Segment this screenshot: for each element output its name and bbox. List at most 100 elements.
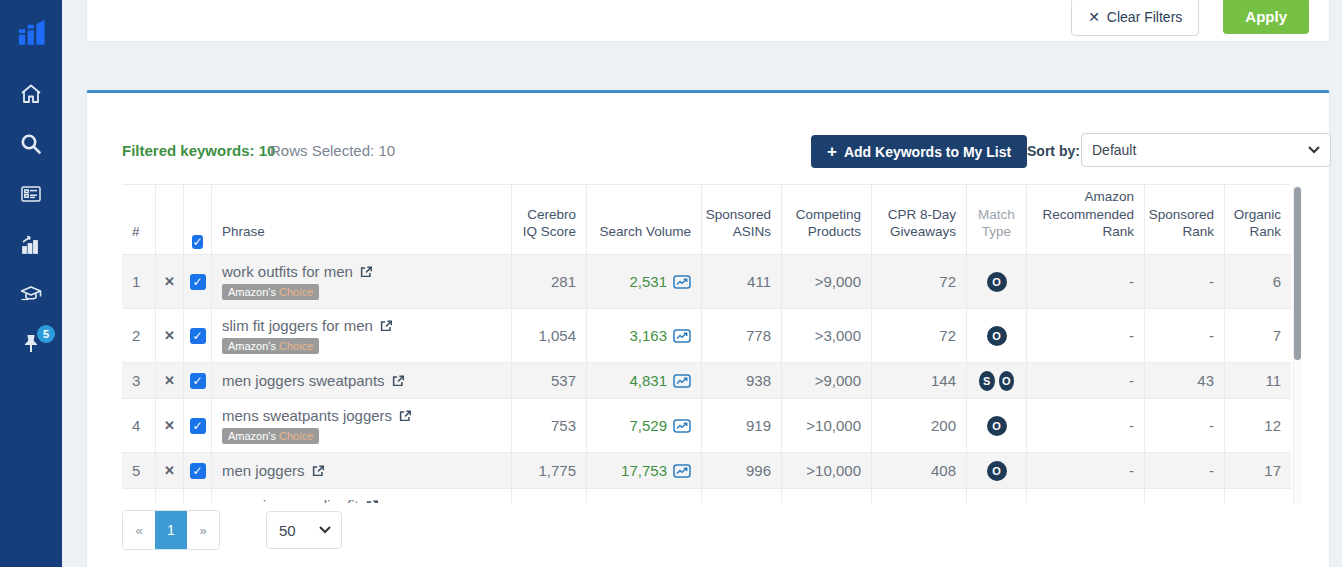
amazon-recommended-rank: - [1027, 255, 1145, 308]
external-link-icon[interactable] [391, 374, 405, 388]
column-header: CPR 8-Day Giveaways [872, 185, 967, 254]
table-row: 4✕✓mens sweatpants joggersAmazon's Choic… [122, 399, 1291, 453]
current-page-button[interactable]: 1 [155, 511, 187, 549]
sponsored-rank: 43 [1145, 363, 1225, 398]
cerebro-iq-score: 1,775 [512, 453, 587, 488]
column-header: Organic Rank [1225, 185, 1291, 254]
row-checkbox[interactable]: ✓ [190, 328, 206, 344]
search-volume-value: 4,831 [629, 372, 667, 389]
external-link-icon[interactable] [359, 265, 373, 279]
competing-products: >10,000 [782, 399, 872, 452]
sidebar-item-home[interactable] [16, 82, 46, 106]
match-type-cell: O [967, 453, 1027, 488]
cpr-giveaways: 200 [872, 399, 967, 452]
clear-filters-label: Clear Filters [1107, 9, 1182, 25]
trend-chart-icon[interactable] [673, 329, 691, 343]
remove-keyword-icon[interactable]: ✕ [164, 373, 175, 388]
sidebar-item-announcements[interactable]: 5 [16, 332, 46, 356]
row-number: 1 [122, 255, 156, 308]
keyword-phrase: mens joggers slim fit [222, 497, 359, 503]
search-volume-value: 2,531 [629, 273, 667, 290]
table-row: 2✕✓slim fit joggers for menAmazon's Choi… [122, 309, 1291, 363]
select-all-checkbox[interactable]: ✓ [192, 235, 202, 249]
column-header: Cerebro IQ Score [512, 185, 587, 254]
page-size-select[interactable]: 50 [266, 511, 342, 549]
column-header: # [122, 185, 156, 254]
results-toolbar: Filtered keywords: 10 Rows Selected: 10 … [122, 133, 1332, 169]
table-header-row: #✓PhraseCerebro IQ ScoreSearch VolumeSpo… [122, 185, 1291, 255]
delete-cell: ✕ [156, 399, 184, 452]
add-keywords-button[interactable]: + Add Keywords to My List [811, 135, 1027, 168]
keyword-phrase: mens sweatpants joggers [222, 407, 392, 424]
sidebar-item-analytics[interactable] [16, 232, 46, 256]
cpr-giveaways: 72 [872, 309, 967, 362]
row-number: 5 [122, 453, 156, 488]
organic-rank: 7 [1225, 309, 1291, 362]
row-checkbox[interactable]: ✓ [190, 274, 206, 290]
external-link-icon[interactable] [379, 319, 393, 333]
row-checkbox[interactable]: ✓ [190, 463, 206, 479]
sponsored-rank: - [1145, 453, 1225, 488]
sponsored-asins: 411 [702, 255, 782, 308]
sidebar-item-listings[interactable] [16, 182, 46, 206]
sort-by-label: Sort by: [1027, 143, 1080, 159]
amazon-recommended-rank: - [1027, 489, 1145, 503]
amazons-choice-badge: Amazon's Choice [222, 284, 319, 300]
search-volume-cell: 4,831 [587, 363, 702, 398]
sort-by-select[interactable]: Default [1081, 133, 1331, 167]
remove-keyword-icon[interactable]: ✕ [164, 274, 175, 289]
next-page-button[interactable]: » [187, 511, 219, 549]
remove-keyword-icon[interactable]: ✕ [164, 418, 175, 433]
keyword-phrase: men joggers [222, 462, 305, 479]
match-type-badge: O [987, 272, 1007, 292]
plus-icon: + [827, 142, 837, 162]
competing-products: >9,000 [782, 489, 872, 503]
trend-chart-icon[interactable] [673, 419, 691, 433]
row-number: 2 [122, 309, 156, 362]
sponsored-rank: - [1145, 399, 1225, 452]
external-link-icon[interactable] [365, 499, 379, 504]
remove-keyword-icon[interactable]: ✕ [164, 463, 175, 478]
delete-cell: ✕ [156, 489, 184, 503]
trend-chart-icon[interactable] [673, 275, 691, 289]
competing-products: >10,000 [782, 453, 872, 488]
delete-cell: ✕ [156, 309, 184, 362]
match-type-badge: O [987, 416, 1007, 436]
notification-badge: 5 [37, 325, 55, 343]
row-checkbox[interactable]: ✓ [190, 373, 206, 389]
row-checkbox[interactable]: ✓ [190, 418, 206, 434]
table-row: 3✕✓men joggers sweatpants5374,831938>9,0… [122, 363, 1291, 399]
search-volume-cell: 7,529 [587, 399, 702, 452]
home-icon [18, 82, 44, 106]
scrollbar-thumb[interactable] [1294, 187, 1301, 360]
phrase-cell: mens joggers slim fitAmazon's Choice [212, 489, 512, 503]
app-logo-icon[interactable] [17, 16, 47, 46]
trend-chart-icon[interactable] [673, 374, 691, 388]
column-header: Match Type [967, 185, 1027, 254]
organic-rank: 6 [1225, 255, 1291, 308]
column-header: Sponsored Rank [1145, 185, 1225, 254]
table-row: 5✕✓men joggers1,77517,753996>10,000408O-… [122, 453, 1291, 489]
clear-filters-button[interactable]: ✕ Clear Filters [1071, 0, 1199, 36]
remove-keyword-icon[interactable]: ✕ [164, 328, 175, 343]
table-row: 1✕✓work outfits for menAmazon's Choice28… [122, 255, 1291, 309]
external-link-icon[interactable] [311, 464, 325, 478]
analytics-icon [19, 232, 43, 256]
prev-page-button[interactable]: « [123, 511, 155, 549]
row-number: 6 [122, 489, 156, 503]
cerebro-iq-score: 1,593 [512, 489, 587, 503]
row-number: 3 [122, 363, 156, 398]
sidebar-item-search[interactable] [16, 132, 46, 156]
sidebar-item-academy[interactable] [16, 282, 46, 306]
apply-button[interactable]: Apply [1223, 0, 1309, 34]
amazon-recommended-rank: - [1027, 453, 1145, 488]
keyword-phrase: men joggers sweatpants [222, 372, 385, 389]
column-header: Search Volume [587, 185, 702, 254]
column-header: Sponsored ASINs [702, 185, 782, 254]
sponsored-rank: - [1145, 255, 1225, 308]
search-volume-cell: 2,531 [587, 255, 702, 308]
match-type-cell: O [967, 309, 1027, 362]
match-type-badge: O [987, 461, 1007, 481]
trend-chart-icon[interactable] [673, 464, 691, 478]
external-link-icon[interactable] [398, 409, 412, 423]
